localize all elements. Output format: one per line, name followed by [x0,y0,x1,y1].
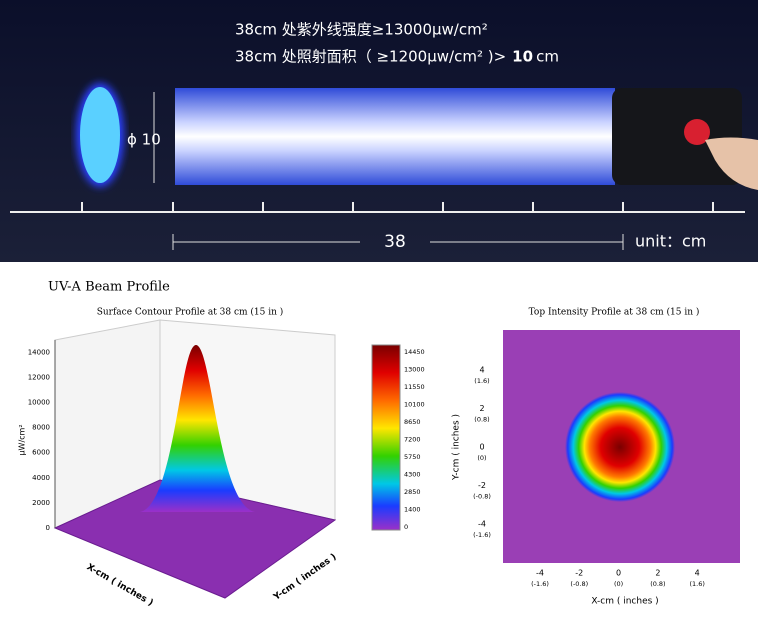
colorbar-label: 10100 [404,401,425,409]
y-tick: 2 [479,404,484,413]
spot [80,87,120,183]
colorbar [371,344,401,531]
colorbar-label: 2850 [404,488,421,496]
x-tick-in: (0) [614,580,623,588]
banner-line: 38cm 处紫外线强度≥13000μw/cm² [235,21,488,39]
flashlight [612,88,742,185]
colorbar-label: 1400 [404,506,421,514]
x-tick: 4 [695,569,700,578]
colorbar-label: 4300 [404,471,421,479]
colorbar-label: 5750 [404,453,421,461]
z-tick: 0 [46,524,50,532]
diameter: ϕ 10 [127,131,161,149]
x-tick: -4 [536,569,544,578]
y-tick-in: (-0.8) [473,493,491,501]
chart-title: Top Intensity Profile at 38 cm (15 in ) [529,307,700,318]
dimension [172,234,624,250]
top-spot [565,392,675,502]
banner-line: 38cm 处照射面积（ ≥1200μw/cm² )> [235,48,506,66]
x-tick-in: (1.6) [689,580,704,588]
x-label: X-cm ( inches ) [85,562,155,608]
floor [53,479,337,599]
y-tick: 4 [479,366,484,375]
z-tick: 6000 [32,449,50,457]
y-label: Y-cm ( inches ) [452,414,462,481]
x-tick-in: (-0.8) [570,580,588,588]
y-tick: -4 [478,520,486,529]
y-label: Y-cm ( inches ) [271,552,338,603]
y-tick: 0 [479,443,484,452]
x-tick: 2 [655,569,660,578]
colorbar-label: 13000 [404,366,425,374]
colorbar-label: 8650 [404,418,421,426]
y-tick-in: (1.6) [474,377,489,385]
colorbar-label: 7200 [404,436,421,444]
z-tick: 14000 [28,348,50,356]
z-tick: 12000 [28,373,50,381]
beam [175,88,615,185]
x-tick: -2 [575,569,583,578]
x-label: X-cm ( inches ) [591,597,658,607]
z-tick: 2000 [32,499,50,507]
z-tick: 4000 [32,474,50,482]
banner-bold: 10 [512,48,533,66]
z-label: μW/cm² [18,424,27,455]
ruler-ticks [81,202,714,212]
surface [140,345,255,512]
section-title: UV-A Beam Profile [48,280,170,295]
x-tick-in: (-1.6) [531,580,549,588]
chart-title: Surface Contour Profile at 38 cm (15 in … [97,307,284,318]
y-tick-in: (0) [477,454,486,462]
y-tick-in: (-1.6) [473,531,491,539]
z-tick: 10000 [28,399,50,407]
z-tick: 8000 [32,424,50,432]
colorbar-label: 11550 [404,383,425,391]
colorbar-label: 0 [404,523,408,531]
hand [705,137,758,190]
colorbar-label: 14450 [404,348,425,356]
distance: 38 [384,232,406,252]
x-tick-in: (0.8) [650,580,665,588]
button [684,119,710,145]
y-tick: -2 [478,481,486,490]
unit: unit：cm [635,232,706,251]
y-tick-in: (0.8) [474,416,489,424]
banner-unit: cm [536,48,559,66]
x-tick: 0 [616,569,621,578]
